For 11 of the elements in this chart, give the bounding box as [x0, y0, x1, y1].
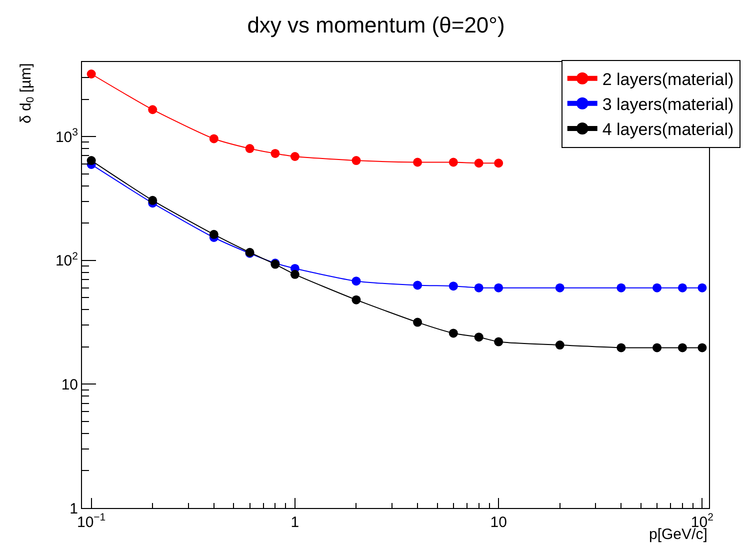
x-tick-label: 10$^{−1}$: [76, 512, 106, 531]
legend-label: 3 layers(material): [602, 95, 734, 114]
chart-title: dxy vs momentum (θ=20°): [247, 12, 505, 38]
legend-label: 2 layers(material): [602, 70, 734, 89]
legend-label: 4 layers(material): [602, 120, 734, 140]
y-tick-label: 10$^{3}$: [55, 126, 78, 146]
y-tick-label: 10$^{2}$: [55, 250, 78, 270]
x-tick-label: 10: [490, 514, 507, 531]
y-tick-label: 10: [61, 376, 78, 394]
y-tick-label: 1: [70, 500, 78, 518]
x-tick-label: 1: [290, 514, 300, 531]
